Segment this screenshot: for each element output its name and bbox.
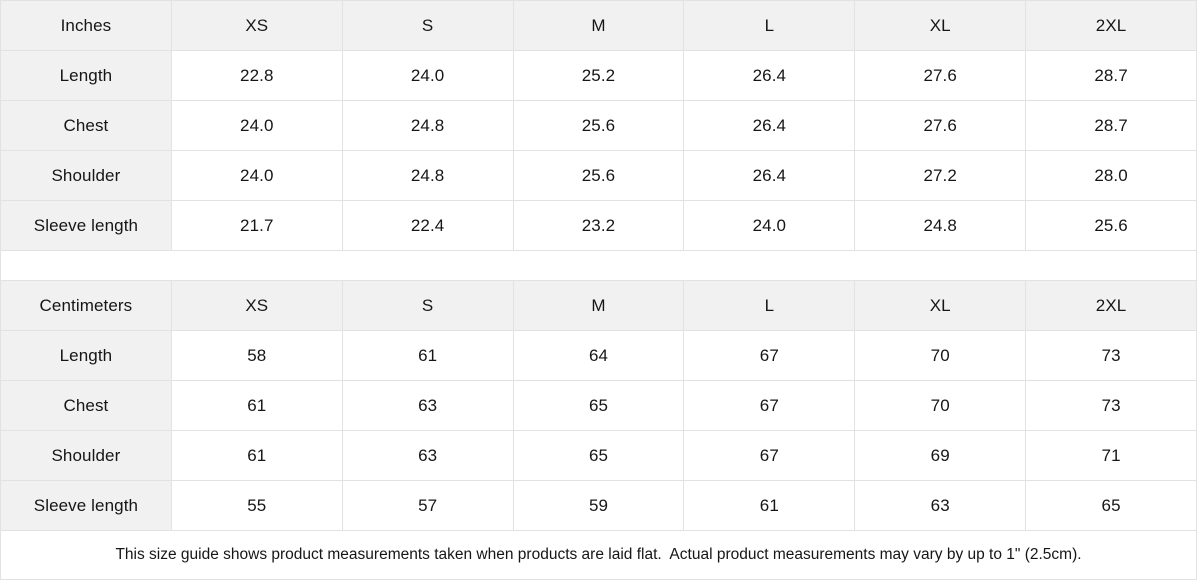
value-cell: 70 (855, 331, 1026, 380)
value-cell: 63 (855, 481, 1026, 530)
size-header-cell: XS (171, 281, 342, 330)
value-cell: 67 (684, 331, 855, 380)
value-cell: 58 (171, 331, 342, 380)
value-cell: 67 (684, 431, 855, 480)
size-header-cell: 2XL (1026, 1, 1196, 50)
value-cell: 27.6 (855, 101, 1026, 150)
row-label-cell: Length (1, 51, 171, 100)
value-cell: 25.6 (1026, 201, 1196, 250)
size-header-cell: L (684, 1, 855, 50)
value-cell: 28.7 (1026, 101, 1196, 150)
value-cell: 24.8 (342, 101, 513, 150)
table-spacer (1, 251, 1196, 280)
value-cell: 73 (1026, 331, 1196, 380)
value-cell: 65 (513, 431, 684, 480)
size-header-cell: S (342, 1, 513, 50)
value-cell: 24.8 (855, 201, 1026, 250)
value-cell: 22.4 (342, 201, 513, 250)
size-header-cell: XL (855, 1, 1026, 50)
value-cell: 24.0 (684, 201, 855, 250)
value-cell: 61 (684, 481, 855, 530)
value-cell: 61 (342, 331, 513, 380)
row-label-cell: Chest (1, 101, 171, 150)
value-cell: 59 (513, 481, 684, 530)
row-label-cell: Chest (1, 381, 171, 430)
value-cell: 73 (1026, 381, 1196, 430)
value-cell: 23.2 (513, 201, 684, 250)
value-cell: 69 (855, 431, 1026, 480)
size-header-cell: M (513, 281, 684, 330)
row-label-cell: Length (1, 331, 171, 380)
row-label-cell: Sleeve length (1, 201, 171, 250)
value-cell: 25.2 (513, 51, 684, 100)
size-header-cell: XL (855, 281, 1026, 330)
size-header-cell: 2XL (1026, 281, 1196, 330)
value-cell: 64 (513, 331, 684, 380)
row-label-cell: Shoulder (1, 151, 171, 200)
value-cell: 26.4 (684, 51, 855, 100)
value-cell: 25.6 (513, 101, 684, 150)
row-label-cell: Shoulder (1, 431, 171, 480)
value-cell: 63 (342, 431, 513, 480)
value-cell: 22.8 (171, 51, 342, 100)
value-cell: 70 (855, 381, 1026, 430)
unit-header-cell: Centimeters (1, 281, 171, 330)
value-cell: 24.0 (171, 151, 342, 200)
value-cell: 65 (1026, 481, 1196, 530)
value-cell: 25.6 (513, 151, 684, 200)
value-cell: 57 (342, 481, 513, 530)
size-header-cell: M (513, 1, 684, 50)
value-cell: 26.4 (684, 151, 855, 200)
value-cell: 27.2 (855, 151, 1026, 200)
size-header-cell: XS (171, 1, 342, 50)
size-header-cell: L (684, 281, 855, 330)
value-cell: 24.0 (342, 51, 513, 100)
footer-note: This size guide shows product measuremen… (1, 531, 1196, 579)
value-cell: 71 (1026, 431, 1196, 480)
value-cell: 26.4 (684, 101, 855, 150)
value-cell: 28.0 (1026, 151, 1196, 200)
value-cell: 61 (171, 381, 342, 430)
value-cell: 24.8 (342, 151, 513, 200)
value-cell: 28.7 (1026, 51, 1196, 100)
value-cell: 27.6 (855, 51, 1026, 100)
value-cell: 24.0 (171, 101, 342, 150)
value-cell: 55 (171, 481, 342, 530)
value-cell: 63 (342, 381, 513, 430)
value-cell: 67 (684, 381, 855, 430)
value-cell: 65 (513, 381, 684, 430)
size-header-cell: S (342, 281, 513, 330)
row-label-cell: Sleeve length (1, 481, 171, 530)
unit-header-cell: Inches (1, 1, 171, 50)
value-cell: 61 (171, 431, 342, 480)
value-cell: 21.7 (171, 201, 342, 250)
